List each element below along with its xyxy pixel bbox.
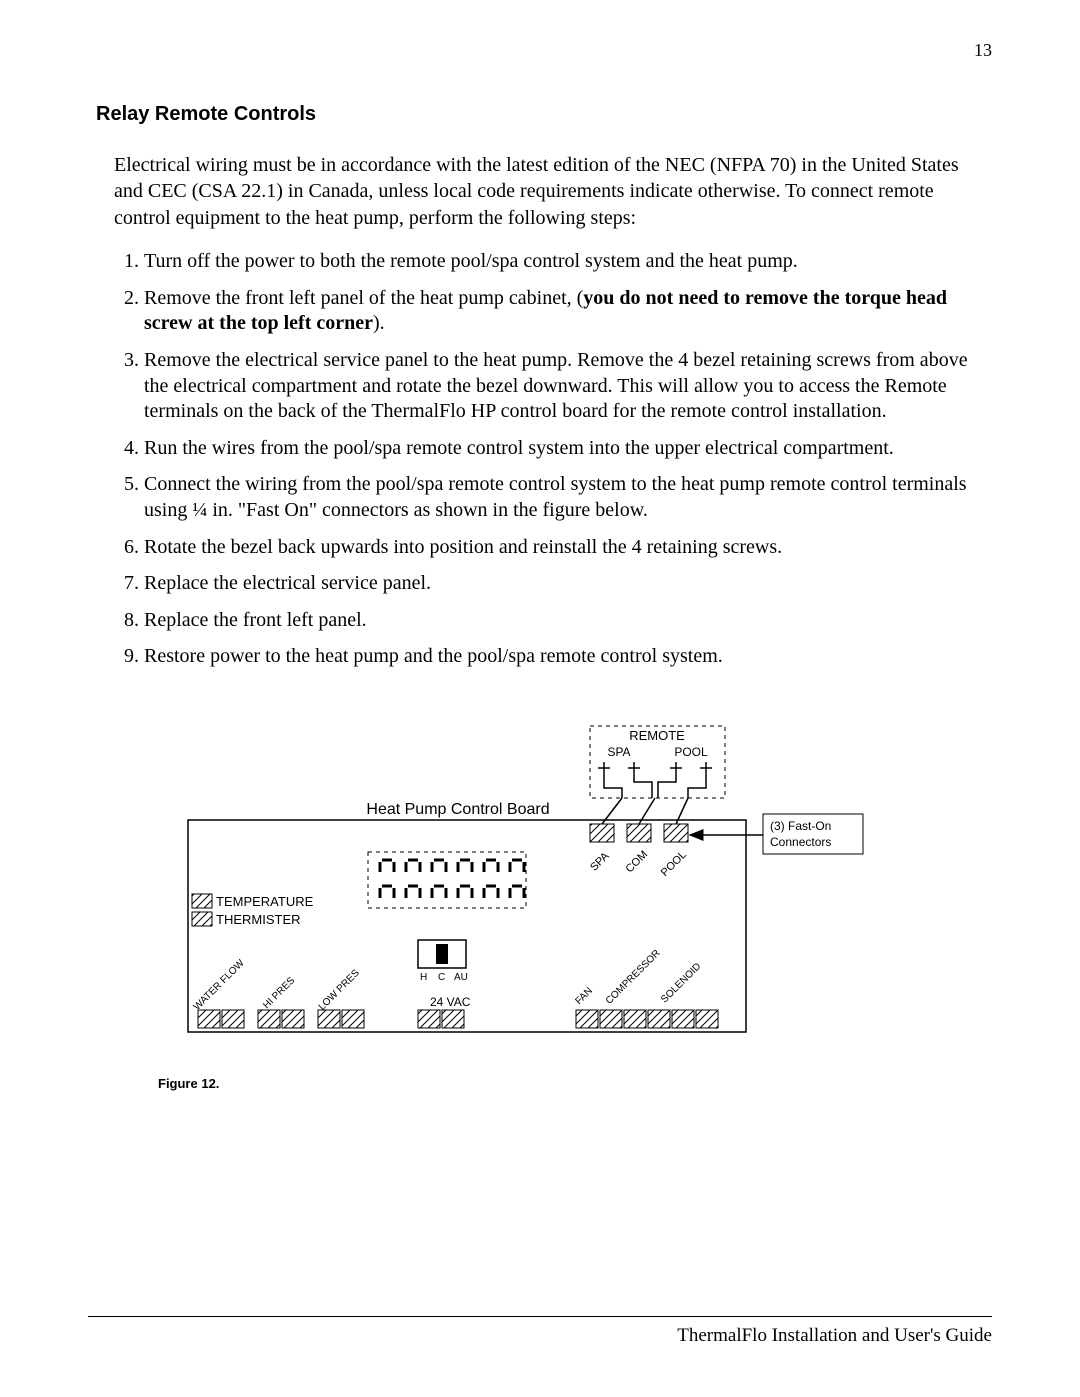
low-pres-label: LOW PRES [317,967,362,1012]
step-5: Connect the wiring from the pool/spa rem… [144,472,992,523]
compressor-label: COMPRESSOR [604,948,663,1007]
vac-label: 24 VAC [430,995,471,1009]
step-8: Replace the front left panel. [144,608,992,634]
remote-pool-label: POOL [674,745,708,759]
footer: ThermalFlo Installation and User's Guide [88,1316,992,1347]
terminal-spa: SPA [588,850,612,874]
fan-label: FAN [573,985,595,1007]
figure-caption: Figure 12. [158,1076,992,1091]
intro-paragraph: Electrical wiring must be in accordance … [114,152,992,231]
faston-line2: Connectors [770,835,831,849]
remote-spa-label: SPA [607,745,630,759]
step-7: Replace the electrical service panel. [144,571,992,597]
step-9: Restore power to the heat pump and the p… [144,644,992,670]
remote-title: REMOTE [629,728,685,743]
step-4: Run the wires from the pool/spa remote c… [144,436,992,462]
terminal-pool: POOL [659,849,689,879]
temperature-label: TEMPERATURE [216,894,314,909]
board-title: Heat Pump Control Board [366,801,549,818]
thermister-label: THERMISTER [216,912,301,927]
c-label: C [438,972,445,983]
wiring-diagram: REMOTE SPA POOL Heat Pump Control Board … [158,722,928,1062]
terminal-com: COM [624,848,651,875]
step-2: Remove the front left panel of the heat … [144,286,992,337]
step-2-part-c: ). [373,312,385,334]
solenoid-label: SOLENOID [659,961,703,1005]
step-2-part-a: Remove the front left panel of the heat … [144,287,583,309]
page-number: 13 [88,40,992,61]
h-label: H [420,972,427,983]
step-6: Rotate the bezel back upwards into posit… [144,535,992,561]
faston-line1: (3) Fast-On [770,819,831,833]
hi-pres-label: HI PRES [261,975,297,1011]
step-1: Turn off the power to both the remote po… [144,249,992,275]
section-heading: Relay Remote Controls [96,103,992,126]
diagram-container: REMOTE SPA POOL Heat Pump Control Board … [158,722,992,1062]
water-flow-label: WATER FLOW [192,957,247,1012]
step-3: Remove the electrical service panel to t… [144,348,992,425]
au-label: AU [454,972,468,983]
steps-list: Turn off the power to both the remote po… [114,249,992,670]
